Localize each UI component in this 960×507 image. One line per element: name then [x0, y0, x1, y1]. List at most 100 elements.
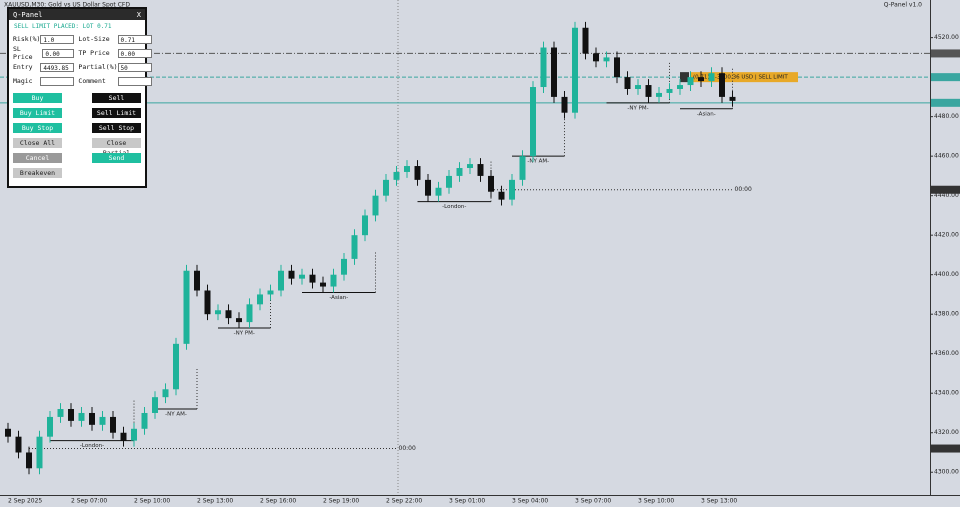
- field-label: Comment: [78, 77, 106, 85]
- field-label: Risk(%): [13, 35, 41, 43]
- axis-badge: [931, 185, 960, 194]
- y-tick-label: 4440.00: [934, 192, 959, 199]
- candle-body: [383, 179, 389, 196]
- candle-body: [477, 164, 484, 176]
- candle-body: [666, 88, 673, 93]
- field-input[interactable]: 1.0: [40, 34, 75, 44]
- field-input[interactable]: 0.00: [117, 48, 152, 58]
- q-panel[interactable]: Q-Panel X SELL LIMIT PLACED: LOT 0.71 Ris…: [7, 7, 152, 188]
- candle-body: [320, 282, 326, 287]
- candle-body: [530, 87, 536, 157]
- x-tick-label: 3 Sep 04:00: [512, 498, 548, 505]
- candle-body: [36, 436, 43, 469]
- panel-title-bar: Q-Panel X: [9, 9, 145, 20]
- order-label: (0.71) | -3000.36 USD | SELL LIMIT: [693, 75, 788, 81]
- x-tick-label: 3 Sep 10:00: [638, 498, 674, 505]
- candle-body: [236, 318, 242, 323]
- candle-body: [582, 27, 589, 54]
- candle-body: [257, 294, 263, 305]
- button[interactable]: Breakeven: [13, 168, 62, 178]
- field-label: SL Price: [13, 45, 33, 61]
- button[interactable]: Sell Stop: [92, 123, 141, 133]
- button[interactable]: Close All: [13, 138, 62, 148]
- field-input[interactable]: [117, 76, 152, 86]
- field-input[interactable]: 50: [117, 62, 152, 72]
- candle-body: [603, 57, 610, 62]
- candle-body: [278, 270, 284, 291]
- session-label: -Asian-: [329, 295, 348, 301]
- candle-body: [152, 397, 158, 413]
- candle-body: [372, 195, 379, 216]
- button[interactable]: Buy Limit: [13, 108, 62, 118]
- order-close: [680, 72, 689, 83]
- candle-body: [635, 85, 641, 89]
- field-input[interactable]: [40, 76, 75, 86]
- button[interactable]: Buy Stop: [13, 123, 62, 133]
- session-label: -London-: [442, 204, 466, 210]
- candle-body: [204, 290, 211, 315]
- candle-body: [698, 77, 704, 82]
- candle-body: [488, 175, 494, 192]
- field-input[interactable]: 0.71: [117, 34, 152, 44]
- candle-body: [425, 179, 431, 196]
- x-tick-label: 2 Sep 10:00: [134, 498, 170, 505]
- candle-body: [68, 409, 74, 421]
- session-label: -NY PM-: [234, 331, 255, 337]
- field: Partial(%) 50: [78, 62, 152, 72]
- field-label: Entry: [13, 63, 33, 71]
- candle-body: [78, 412, 85, 421]
- candle-body: [677, 85, 683, 89]
- y-tick-label: 4460.00: [934, 153, 959, 160]
- candle-body: [362, 215, 368, 236]
- button[interactable]: Buy: [13, 93, 62, 103]
- close-button[interactable]: X: [136, 10, 141, 19]
- button[interactable]: Sell: [92, 93, 141, 103]
- field-label: Magic: [13, 77, 33, 85]
- button[interactable]: Cancel: [13, 153, 62, 163]
- candle-body: [341, 258, 347, 275]
- candle-body: [456, 168, 463, 176]
- candle-body: [351, 235, 358, 259]
- candle-body: [194, 270, 200, 291]
- button[interactable]: Send: [92, 153, 141, 163]
- y-tick-label: 4420.00: [934, 232, 959, 239]
- axis-badge: [931, 49, 960, 58]
- candle-body: [540, 47, 547, 88]
- candle-body: [498, 191, 505, 200]
- y-tick-label: 4340.00: [934, 390, 959, 397]
- order-badge: [690, 72, 798, 83]
- field: Entry 4493.85: [13, 62, 75, 72]
- y-tick-label: 4480.00: [934, 113, 959, 120]
- panel-title: Q-Panel: [13, 10, 43, 19]
- candle-body: [225, 310, 232, 319]
- candle-body: [414, 166, 421, 180]
- candle-body: [183, 270, 190, 344]
- candle-body: [330, 274, 337, 287]
- candle-body: [614, 57, 620, 78]
- button[interactable]: Sell Limit: [92, 108, 141, 118]
- candle-body: [120, 432, 127, 441]
- candle-body: [404, 166, 410, 172]
- field-input[interactable]: 4493.85: [40, 62, 75, 72]
- candle-body: [561, 96, 568, 113]
- candle-body: [719, 73, 725, 97]
- y-tick-label: 4520.00: [934, 34, 959, 41]
- candle-body: [309, 274, 316, 283]
- axis-badge: [931, 98, 960, 107]
- field-input[interactable]: 0.00: [42, 48, 75, 58]
- field-label: Partial(%): [78, 63, 118, 71]
- candle-body: [435, 187, 442, 196]
- candle-body: [57, 409, 64, 417]
- candle-body: [267, 290, 274, 295]
- candle-body: [572, 27, 578, 113]
- candle-body: [162, 389, 169, 398]
- y-tick-label: 4360.00: [934, 350, 959, 357]
- level-label: 00:00: [735, 186, 752, 193]
- button[interactable]: Close Partial: [92, 138, 141, 157]
- indicator-name: Q-Panel v1.0: [884, 2, 922, 9]
- candle-body: [656, 92, 662, 97]
- y-tick-label: 4400.00: [934, 271, 959, 278]
- session-label: -Asian-: [697, 111, 716, 117]
